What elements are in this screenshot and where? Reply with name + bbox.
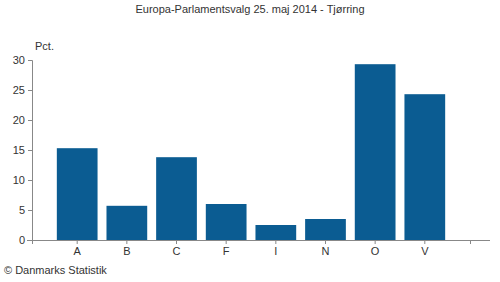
y-tick-label: 30: [13, 54, 25, 66]
bar: [255, 225, 296, 240]
y-tick-mark: [28, 90, 32, 91]
x-axis-line: [33, 241, 471, 245]
x-tick-label: O: [371, 245, 380, 257]
x-tick-label: I: [274, 245, 277, 257]
x-tick-label: B: [123, 245, 130, 257]
y-axis-title: Pct.: [35, 40, 54, 52]
x-tick-label: A: [74, 245, 82, 257]
bar: [206, 204, 247, 240]
x-tick-label: F: [223, 245, 230, 257]
x-tick: N: [322, 240, 330, 257]
x-tick: C: [173, 240, 181, 257]
x-tick-label: V: [421, 245, 429, 257]
bar: [305, 219, 346, 240]
source: © Danmarks Statistik: [4, 264, 107, 276]
bar: [156, 157, 197, 240]
x-tick: B: [123, 240, 130, 257]
y-tick: 20: [13, 114, 32, 126]
x-tick-label: N: [322, 245, 330, 257]
y-tick-label: 5: [19, 204, 25, 216]
y-tick-mark: [28, 210, 32, 211]
x-tick: F: [223, 240, 230, 257]
y-tick-label: 20: [13, 114, 25, 126]
y-tick-mark: [28, 180, 32, 181]
y-tick-mark: [28, 60, 32, 61]
y-tick: 5: [19, 204, 32, 216]
y-axis: 0 5 10 15 20 25 30: [13, 54, 33, 246]
y-tick: 25: [13, 84, 32, 96]
x-tick: I: [274, 240, 277, 257]
y-tick-mark: [28, 120, 32, 121]
chart: Europa-Parlamentsvalg 25. maj 2014 - Tjø…: [0, 0, 500, 282]
bar: [404, 94, 445, 240]
y-tick-label: 10: [13, 174, 25, 186]
y-tick: 15: [13, 144, 32, 156]
x-tick-label: C: [173, 245, 181, 257]
bars: [57, 64, 445, 240]
y-axis-line: [28, 61, 33, 241]
y-tick: 30: [13, 54, 32, 66]
y-tick-label: 25: [13, 84, 25, 96]
y-tick: 10: [13, 174, 32, 186]
title: Europa-Parlamentsvalg 25. maj 2014 - Tjø…: [135, 3, 364, 15]
bar: [355, 64, 396, 240]
bar: [57, 148, 98, 240]
y-tick-mark: [28, 150, 32, 151]
x-tick: A: [74, 240, 82, 257]
y-tick-label: 15: [13, 144, 25, 156]
y-tick-label: 0: [19, 234, 25, 246]
bar: [106, 206, 147, 240]
baseline: [27, 240, 490, 241]
x-axis: ABCFINOV: [33, 240, 471, 257]
x-tick: V: [421, 240, 429, 257]
x-tick: O: [371, 240, 380, 257]
